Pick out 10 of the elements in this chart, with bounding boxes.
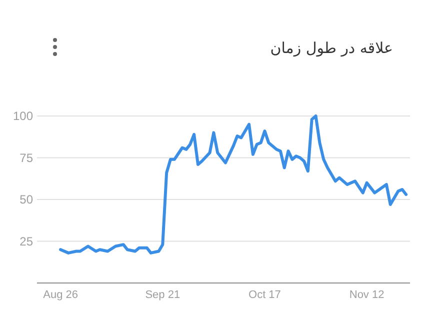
x-tick-label: Oct 17 [248,289,281,301]
y-tick-label: 25 [20,234,34,248]
x-tick-label: Aug 26 [43,289,78,301]
x-tick-label: Sep 21 [145,289,180,301]
y-tick-label: 75 [20,150,34,165]
y-tick-label: 100 [12,109,34,123]
x-tick-label: Nov 12 [349,289,384,301]
y-tick-label: 50 [20,192,34,206]
line-series [59,114,408,254]
chart-title: علاقه در طول زمان [270,39,393,57]
